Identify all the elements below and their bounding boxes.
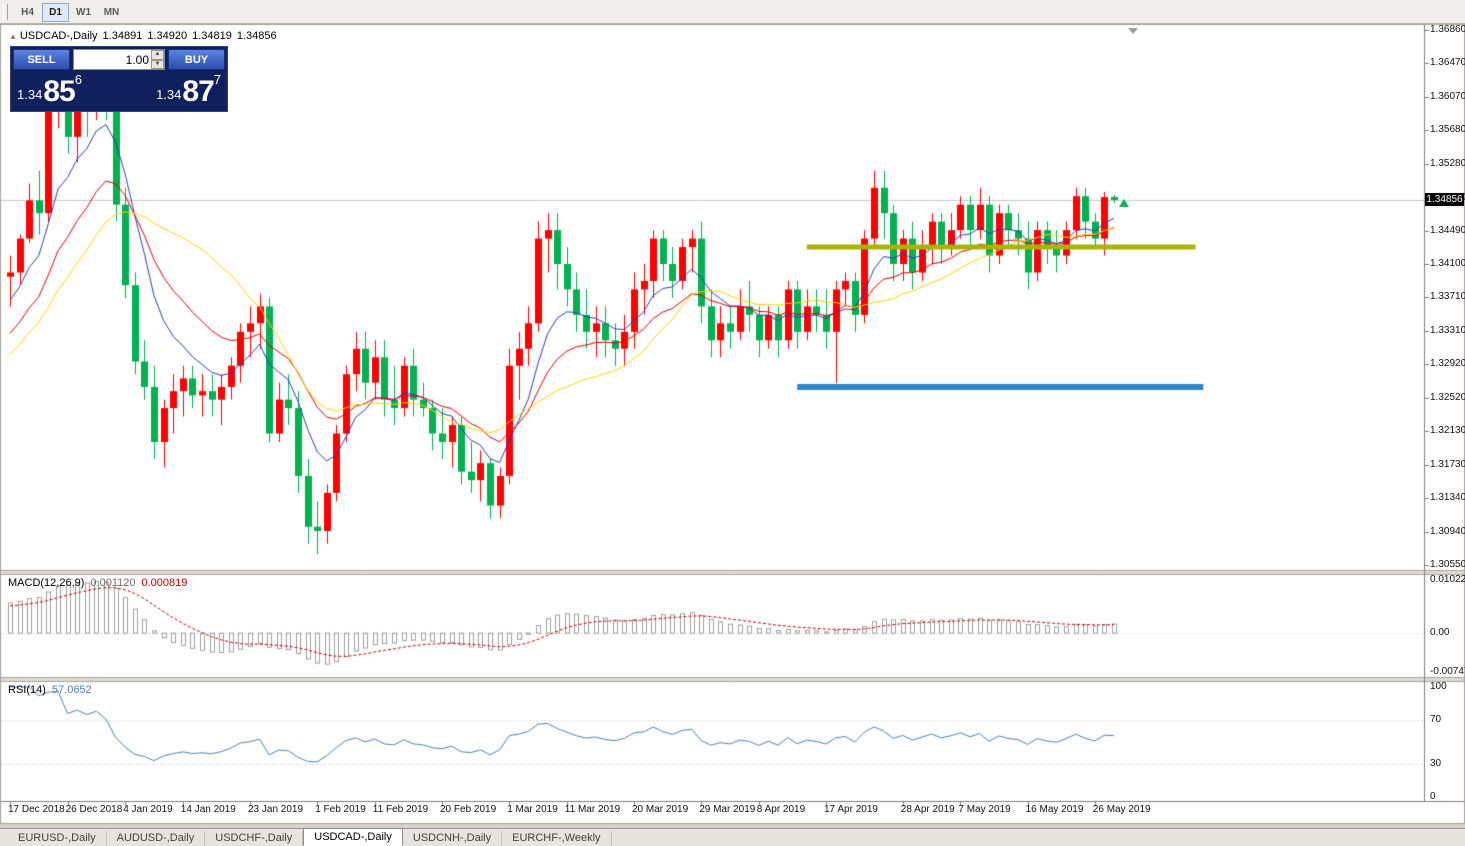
- volume-stepper-up[interactable]: ▲: [151, 50, 164, 60]
- time-axis-label: 26 May 2019: [1092, 804, 1151, 815]
- time-axis[interactable]: 17 Dec 2018 26 Dec 2018 4 Jan 2019 14 Jan 2…: [0, 804, 1424, 820]
- time-axis-label: 1 Feb 2019: [315, 804, 366, 815]
- chart-ohlc-header: ▲ USDCAD-,Daily 1.34891 1.34920 1.34819 1.348…: [9, 30, 282, 42]
- sell-button[interactable]: SELL: [13, 49, 70, 70]
- rsi-axis-label: 30: [1430, 758, 1442, 769]
- bid-pips: 85: [43, 75, 75, 108]
- rsi-axis-label: 70: [1430, 714, 1442, 725]
- one-click-trading-panel: SELL ▲ ▼ BUY 1.34 85 6 1.34 87 7: [10, 46, 228, 112]
- chart-canvas[interactable]: [0, 0, 1465, 828]
- chart-tab-bar: EURUSD-,Daily AUDUSD-,Daily USDCHF-,Daily U…: [0, 828, 1465, 846]
- rsi-axis-label: 100: [1430, 681, 1447, 692]
- macd-axis-label: 0.00: [1430, 627, 1450, 639]
- price-axis-label: 1.34100: [1430, 258, 1465, 270]
- timeframe-button-d1[interactable]: D1: [42, 2, 69, 22]
- time-axis-label: 23 Jan 2019: [248, 804, 304, 815]
- time-axis-label: 17 Dec 2018: [8, 804, 65, 815]
- tab-audusd-daily[interactable]: AUDUSD-,Daily: [107, 831, 206, 846]
- rsi-label: RSI(14): [8, 684, 46, 696]
- macd-axis-label: 0.010229: [1430, 574, 1465, 585]
- ohlc-open: 1.34891: [102, 30, 143, 42]
- price-axis-label: 1.32130: [1430, 424, 1465, 436]
- price-axis-label: 1.33310: [1430, 324, 1465, 336]
- macd-axis-label: -0.007477: [1430, 666, 1465, 677]
- timeframe-button-h4[interactable]: H4: [14, 3, 41, 22]
- bid-price[interactable]: 1.34 85 6: [17, 70, 82, 109]
- ohlc-low: 1.34819: [192, 30, 232, 42]
- bid-prefix: 1.34: [17, 87, 43, 102]
- ohlc-close: 1.34856: [236, 30, 277, 42]
- volume-stepper: ▲ ▼: [151, 50, 164, 69]
- rsi-value: 57.0652: [51, 684, 92, 696]
- buy-button[interactable]: BUY: [168, 49, 225, 70]
- time-axis-label: 17 Apr 2019: [824, 804, 878, 815]
- current-price-tag: 1.34856: [1425, 192, 1464, 206]
- price-axis-label: 1.30550: [1430, 558, 1465, 570]
- timeframe-button-w1[interactable]: W1: [70, 3, 97, 22]
- ask-price[interactable]: 1.34 87 7: [156, 70, 221, 109]
- rsi-pane-title: RSI(14) 57.0652: [8, 684, 92, 696]
- volume-box: ▲ ▼: [73, 49, 165, 70]
- price-axis[interactable]: 1.36860 1.36470 1.36070 1.35680 1.35280 1.348…: [1424, 24, 1465, 801]
- ask-point: 7: [213, 72, 221, 87]
- ask-prefix: 1.34: [156, 87, 182, 102]
- price-axis-label: 1.35680: [1430, 124, 1465, 136]
- price-axis-label: 1.32520: [1430, 391, 1465, 403]
- macd-main-value: 0.001120: [90, 577, 136, 589]
- tab-usdcnh-daily[interactable]: USDCNH-,Daily: [403, 831, 503, 846]
- time-axis-label: 14 Jan 2019: [180, 804, 236, 815]
- tab-eurusd-daily[interactable]: EURUSD-,Daily: [8, 831, 107, 846]
- price-axis-label: 1.36070: [1430, 91, 1465, 103]
- tab-usdcad-daily[interactable]: USDCAD-,Daily: [303, 828, 403, 846]
- time-axis-label: 8 Apr 2019: [756, 804, 806, 815]
- time-axis-label: 16 May 2019: [1025, 804, 1084, 815]
- price-axis-label: 1.34490: [1430, 224, 1465, 236]
- macd-pane-title: MACD(12,26,9) 0.001120 0.000819: [8, 577, 187, 589]
- bid-point: 6: [74, 72, 82, 87]
- price-axis-label: 1.36860: [1430, 24, 1465, 36]
- price-axis-label: 1.31730: [1430, 458, 1465, 470]
- time-axis-label: 1 Mar 2019: [507, 804, 558, 815]
- volume-stepper-down[interactable]: ▼: [151, 59, 164, 69]
- volume-input[interactable]: [74, 50, 164, 69]
- price-axis-label: 1.35280: [1430, 158, 1465, 169]
- time-axis-label: 7 May 2019: [958, 804, 1011, 815]
- rsi-axis-label: 0: [1430, 791, 1436, 802]
- timeframe-toolbar: H4 D1 W1 MN: [0, 0, 1465, 24]
- tab-usdchf-daily[interactable]: USDCHF-,Daily: [205, 831, 304, 846]
- time-axis-label: 11 Mar 2019: [564, 804, 621, 815]
- timeframe-buttons: H4 D1 W1 MN: [14, 2, 126, 22]
- toolbar-grip[interactable]: [3, 3, 8, 20]
- price-axis-label: 1.33710: [1430, 291, 1465, 303]
- tab-eurchf-weekly[interactable]: EURCHF-,Weekly: [502, 831, 612, 846]
- price-axis-label: 1.32920: [1430, 358, 1465, 370]
- timeframe-button-mn[interactable]: MN: [98, 3, 125, 22]
- time-axis-label: 26 Dec 2018: [65, 804, 123, 815]
- chart-title: USDCAD-,Daily: [19, 30, 98, 42]
- time-axis-label: 20 Mar 2019: [632, 804, 689, 815]
- time-axis-label: 11 Feb 2019: [372, 804, 429, 815]
- macd-label: MACD(12,26,9): [8, 577, 85, 589]
- price-axis-label: 1.30940: [1430, 525, 1465, 537]
- ask-pips: 87: [182, 75, 214, 108]
- ohlc-high: 1.34920: [147, 30, 188, 42]
- time-axis-label: 28 Apr 2019: [900, 804, 955, 815]
- price-axis-label: 1.31340: [1430, 491, 1465, 503]
- time-axis-label: 29 Mar 2019: [699, 804, 756, 815]
- time-axis-label: 4 Jan 2019: [123, 804, 173, 815]
- price-axis-label: 1.36470: [1430, 57, 1465, 69]
- macd-signal-value: 0.000819: [141, 577, 188, 589]
- time-axis-label: 20 Feb 2019: [440, 804, 497, 815]
- symbol-marker-icon: ▲: [9, 32, 17, 41]
